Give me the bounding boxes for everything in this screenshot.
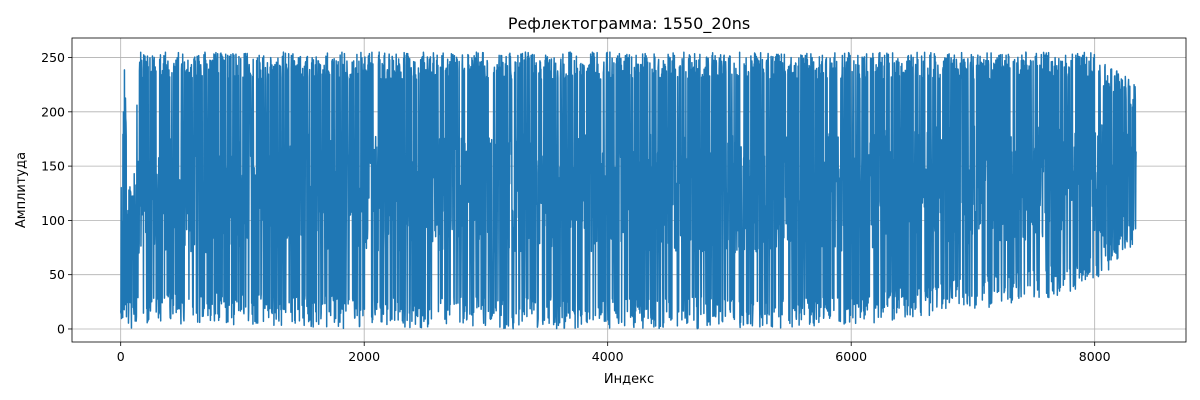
y-tick-label: 150 <box>41 159 65 174</box>
plot-frame <box>71 37 1187 343</box>
y-tick-label: 50 <box>49 267 65 282</box>
x-axis-label: Индекс <box>604 372 654 387</box>
y-tick-label: 0 <box>57 321 65 336</box>
x-tick-label: 6000 <box>835 349 867 364</box>
plot-area <box>119 51 1137 330</box>
x-tick-label: 2000 <box>348 349 380 364</box>
chart-title: Рефлектограмма: 1550_20ns <box>508 14 750 34</box>
x-tick-label: 8000 <box>1079 349 1111 364</box>
y-tick-label: 250 <box>41 50 65 65</box>
y-tick-label: 100 <box>41 213 65 228</box>
y-axis-ticks: 0 50 100 150 200 250 <box>41 50 72 336</box>
y-axis-label: Амплитуда <box>14 152 29 228</box>
series-line <box>119 51 1137 330</box>
x-tick-label: 4000 <box>592 349 624 364</box>
y-tick-label: 200 <box>41 104 65 119</box>
x-tick-label: 0 <box>117 349 125 364</box>
x-axis-ticks: 0 2000 4000 6000 8000 <box>117 342 1111 364</box>
